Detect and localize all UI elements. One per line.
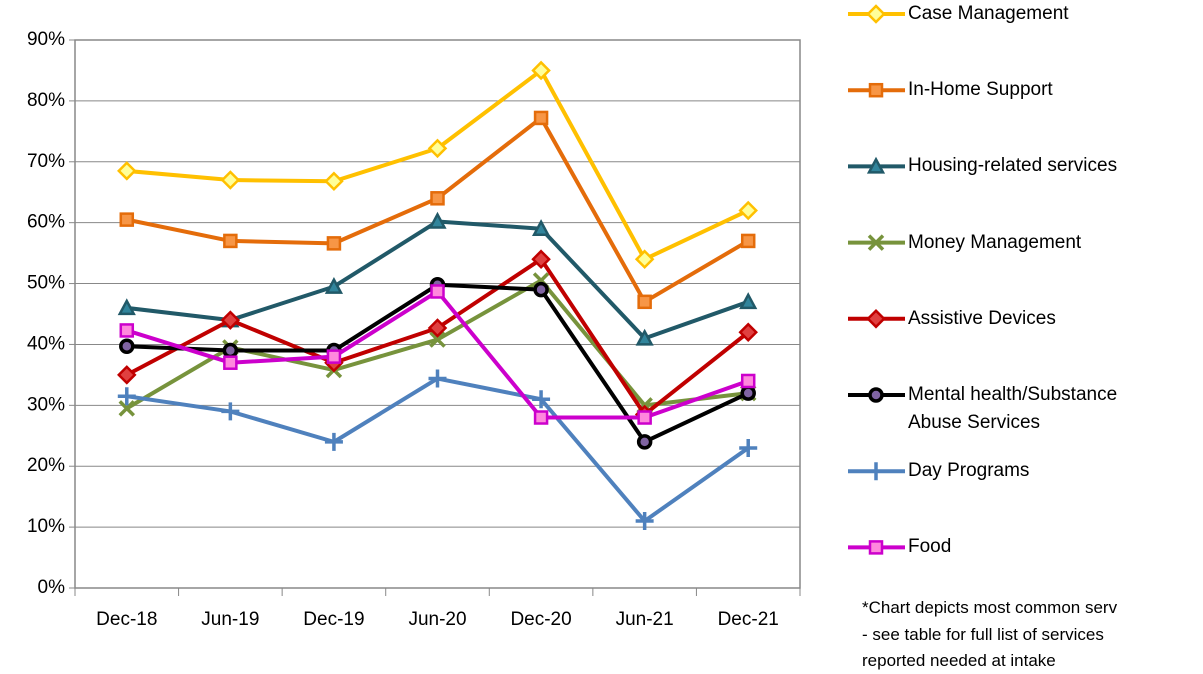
marker <box>866 4 886 24</box>
y-tick-label: 30% <box>27 394 65 415</box>
legend-label: Day Programs <box>908 460 1030 482</box>
marker <box>531 249 551 269</box>
marker <box>220 310 241 330</box>
marker <box>868 82 884 98</box>
y-tick-label: 50% <box>27 273 65 294</box>
marker <box>868 387 884 403</box>
marker <box>636 434 653 450</box>
marker <box>634 249 655 269</box>
marker <box>119 323 135 338</box>
note: - see table for full list of services <box>862 624 1104 644</box>
plot-frame <box>74 39 801 589</box>
marker <box>533 410 549 425</box>
marker <box>739 438 758 457</box>
marker <box>427 138 448 159</box>
x-tick-label: Jun-19 <box>201 609 259 630</box>
marker <box>637 410 652 425</box>
marker <box>738 322 758 343</box>
marker <box>220 170 241 190</box>
marker <box>221 402 240 421</box>
marker <box>324 276 344 294</box>
marker <box>531 219 551 237</box>
marker <box>117 365 137 385</box>
marker <box>635 328 654 346</box>
y-tick-label: 70% <box>27 151 65 172</box>
marker <box>740 373 756 389</box>
marker <box>118 400 136 417</box>
legend-label: Food <box>908 536 952 558</box>
marker <box>428 369 447 388</box>
marker <box>326 349 342 364</box>
marker <box>637 294 652 310</box>
marker <box>117 298 136 316</box>
y-tick-label: 20% <box>27 455 65 476</box>
marker <box>533 281 549 298</box>
marker <box>739 292 758 310</box>
legend-label: In-Home Support <box>908 79 1053 101</box>
marker <box>867 462 885 481</box>
marker <box>430 284 445 299</box>
marker <box>119 338 135 355</box>
marker <box>866 156 886 174</box>
x-tick-label: Dec-18 <box>96 609 157 630</box>
x-tick-label: Dec-21 <box>718 609 779 630</box>
note: reported needed at intake <box>862 651 1056 670</box>
marker <box>866 309 886 329</box>
marker <box>117 161 137 181</box>
marker <box>324 432 343 451</box>
marker <box>119 212 135 227</box>
marker <box>427 318 448 338</box>
series-line <box>126 68 750 262</box>
marker <box>635 512 654 531</box>
marker <box>223 233 238 249</box>
y-tick-label: 90% <box>27 29 65 50</box>
x-tick-label: Dec-19 <box>303 609 364 630</box>
y-tick-label: 0% <box>38 577 66 598</box>
series-line <box>126 282 750 444</box>
x-tick-label: Dec-20 <box>510 609 571 630</box>
marker <box>531 60 551 81</box>
marker <box>117 387 136 406</box>
legend-label: Assistive Devices <box>908 307 1056 329</box>
marker <box>429 331 446 348</box>
marker <box>223 355 238 370</box>
marker <box>324 171 344 192</box>
marker <box>740 385 756 401</box>
marker <box>740 233 756 249</box>
legend-label: Mental health/Substance Abuse Services <box>908 384 1118 433</box>
legend-label: Housing-related services <box>908 155 1118 177</box>
marker <box>532 390 551 409</box>
marker <box>222 342 239 359</box>
marker <box>326 236 342 251</box>
series-line <box>126 376 750 524</box>
marker <box>430 191 445 206</box>
marker <box>867 234 885 251</box>
marker <box>738 200 758 221</box>
x-tick-label: Jun-21 <box>616 609 674 630</box>
y-tick-label: 80% <box>27 90 65 111</box>
y-tick-label: 40% <box>27 333 65 354</box>
marker <box>533 110 549 126</box>
legend-label: Money Management <box>908 231 1082 253</box>
y-tick-label: 60% <box>27 212 65 233</box>
legend-label: Case Management <box>908 3 1069 24</box>
note: *Chart depicts most common serv <box>862 598 1118 617</box>
x-tick-label: Jun-20 <box>408 609 466 630</box>
y-tick-label: 10% <box>27 516 65 537</box>
marker <box>868 540 884 555</box>
marker <box>428 211 447 229</box>
